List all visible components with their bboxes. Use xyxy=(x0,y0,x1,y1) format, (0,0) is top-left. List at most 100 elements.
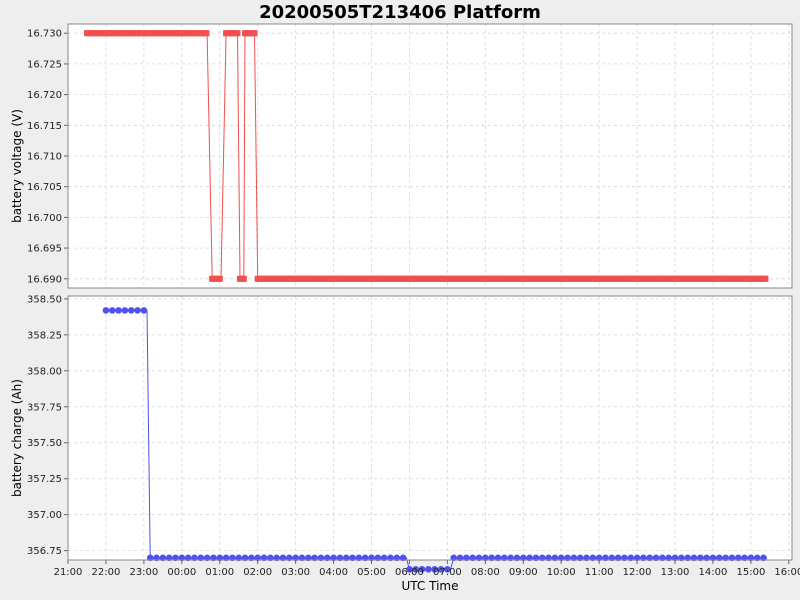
charge-panel: 358.50 358.25 358.00 357.75 357.50 357.25 357.… xyxy=(27,294,793,573)
charge-data-point xyxy=(191,554,198,562)
charge-data-point xyxy=(222,554,230,562)
x-tick-label: 05:00 xyxy=(357,567,386,578)
charge-data-point xyxy=(576,554,584,562)
charge-data-point xyxy=(140,307,148,314)
charge-data-point xyxy=(210,554,217,562)
charge-data-point xyxy=(355,554,363,562)
charge-y-tick-label: 357.75 xyxy=(27,402,62,413)
charge-data-point xyxy=(134,307,141,314)
charge-data-point xyxy=(153,554,160,562)
charge-data-point xyxy=(437,566,445,573)
charge-data-point xyxy=(684,554,691,562)
charge-data-point xyxy=(469,554,476,562)
charge-y-tick-label: 358.00 xyxy=(27,366,62,377)
charge-data-point xyxy=(368,554,375,562)
charge-data-point xyxy=(172,554,179,562)
charge-data-point xyxy=(671,554,679,562)
charge-data-point xyxy=(646,554,654,562)
charge-data-point xyxy=(570,554,578,562)
voltage-data-point xyxy=(234,30,241,37)
x-tick-label: 00:00 xyxy=(167,567,196,578)
x-axis-label: UTC Time xyxy=(402,579,459,593)
charge-data-point xyxy=(254,554,261,562)
charge-y-tick-label: 358.25 xyxy=(27,330,62,341)
charge-data-point xyxy=(475,554,483,562)
charge-data-point xyxy=(431,566,439,573)
voltage-y-axis-label: battery voltage (V) xyxy=(10,109,24,223)
voltage-data-point xyxy=(203,30,210,37)
charge-y-tick-label: 356.75 xyxy=(27,546,62,557)
x-tick-label: 11:00 xyxy=(585,567,614,578)
x-tick-label: 16:00 xyxy=(774,567,800,578)
voltage-y-tick-label: 16.720 xyxy=(27,90,62,101)
charge-data-point xyxy=(342,554,350,562)
charge-data-point xyxy=(412,566,420,573)
x-tick-label: 10:00 xyxy=(547,567,576,578)
x-tick-label: 02:00 xyxy=(243,567,272,578)
charge-data-point xyxy=(248,554,255,562)
charge-data-point xyxy=(602,554,609,562)
charge-data-point xyxy=(146,554,154,562)
voltage-y-tick-label: 16.725 xyxy=(27,59,62,70)
charge-data-point xyxy=(178,554,186,562)
charge-data-point xyxy=(241,554,249,562)
charge-data-point xyxy=(728,554,736,562)
x-tick-label: 21:00 xyxy=(54,567,83,578)
charge-data-point xyxy=(753,554,761,562)
x-tick-label: 06:00 xyxy=(395,567,424,578)
charge-data-point xyxy=(564,554,571,562)
charge-data-point xyxy=(286,554,293,562)
voltage-y-tick-label: 16.700 xyxy=(27,213,62,224)
charge-data-point xyxy=(425,566,432,573)
charge-data-point xyxy=(279,554,287,562)
charge-y-tick-label: 358.50 xyxy=(27,294,62,305)
charge-data-point xyxy=(678,554,685,562)
voltage-data-point xyxy=(216,275,223,282)
charge-data-point xyxy=(361,554,369,562)
voltage-data-point xyxy=(240,275,247,282)
x-tick-label: 12:00 xyxy=(623,567,652,578)
charge-data-point xyxy=(229,554,236,562)
charge-data-point xyxy=(551,554,559,562)
charge-data-point xyxy=(595,554,603,562)
charge-data-point xyxy=(311,554,318,562)
charge-data-point xyxy=(418,566,426,573)
charge-data-point xyxy=(456,554,464,562)
charge-data-point xyxy=(330,554,337,562)
charge-data-point xyxy=(406,566,413,573)
charge-y-tick-label: 357.50 xyxy=(27,438,62,449)
charge-data-point xyxy=(115,307,122,314)
charge-data-point xyxy=(652,554,660,562)
voltage-y-tick-label: 16.710 xyxy=(27,152,62,163)
charge-data-point xyxy=(184,554,192,562)
voltage-panel: 16.730 16.725 16.720 16.715 16.710 16.705 16.7… xyxy=(27,23,793,289)
charge-data-point xyxy=(513,554,521,562)
voltage-y-tick-label: 16.705 xyxy=(27,182,62,193)
charge-data-point xyxy=(519,554,527,562)
charge-data-point xyxy=(545,554,552,562)
charge-data-point xyxy=(715,554,723,562)
charge-data-point xyxy=(734,554,742,562)
charge-data-point xyxy=(121,307,129,314)
charge-data-point xyxy=(323,554,331,562)
x-axis: 21:00 22:00 23:00 00:00 01:00 02:00 03:00 04:00… xyxy=(54,560,800,578)
charge-data-point xyxy=(304,554,312,562)
charge-data-point xyxy=(488,554,495,562)
x-tick-label: 04:00 xyxy=(319,567,348,578)
charge-data-point xyxy=(165,554,173,562)
charge-data-point xyxy=(273,554,280,562)
charge-data-point xyxy=(621,554,628,562)
charge-data-point xyxy=(747,554,755,562)
charge-data-point xyxy=(235,554,243,562)
charge-data-point xyxy=(393,554,401,562)
charge-data-point xyxy=(197,554,205,562)
voltage-data-point xyxy=(762,275,769,282)
chart-title: 20200505T213406 Platform xyxy=(259,2,541,23)
x-tick-label: 14:00 xyxy=(699,567,728,578)
charge-data-point xyxy=(159,554,167,562)
charge-data-point xyxy=(494,554,502,562)
charge-data-point xyxy=(482,554,489,562)
charge-y-tick-label: 357.25 xyxy=(27,474,62,485)
voltage-y-tick-label: 16.730 xyxy=(27,29,62,40)
